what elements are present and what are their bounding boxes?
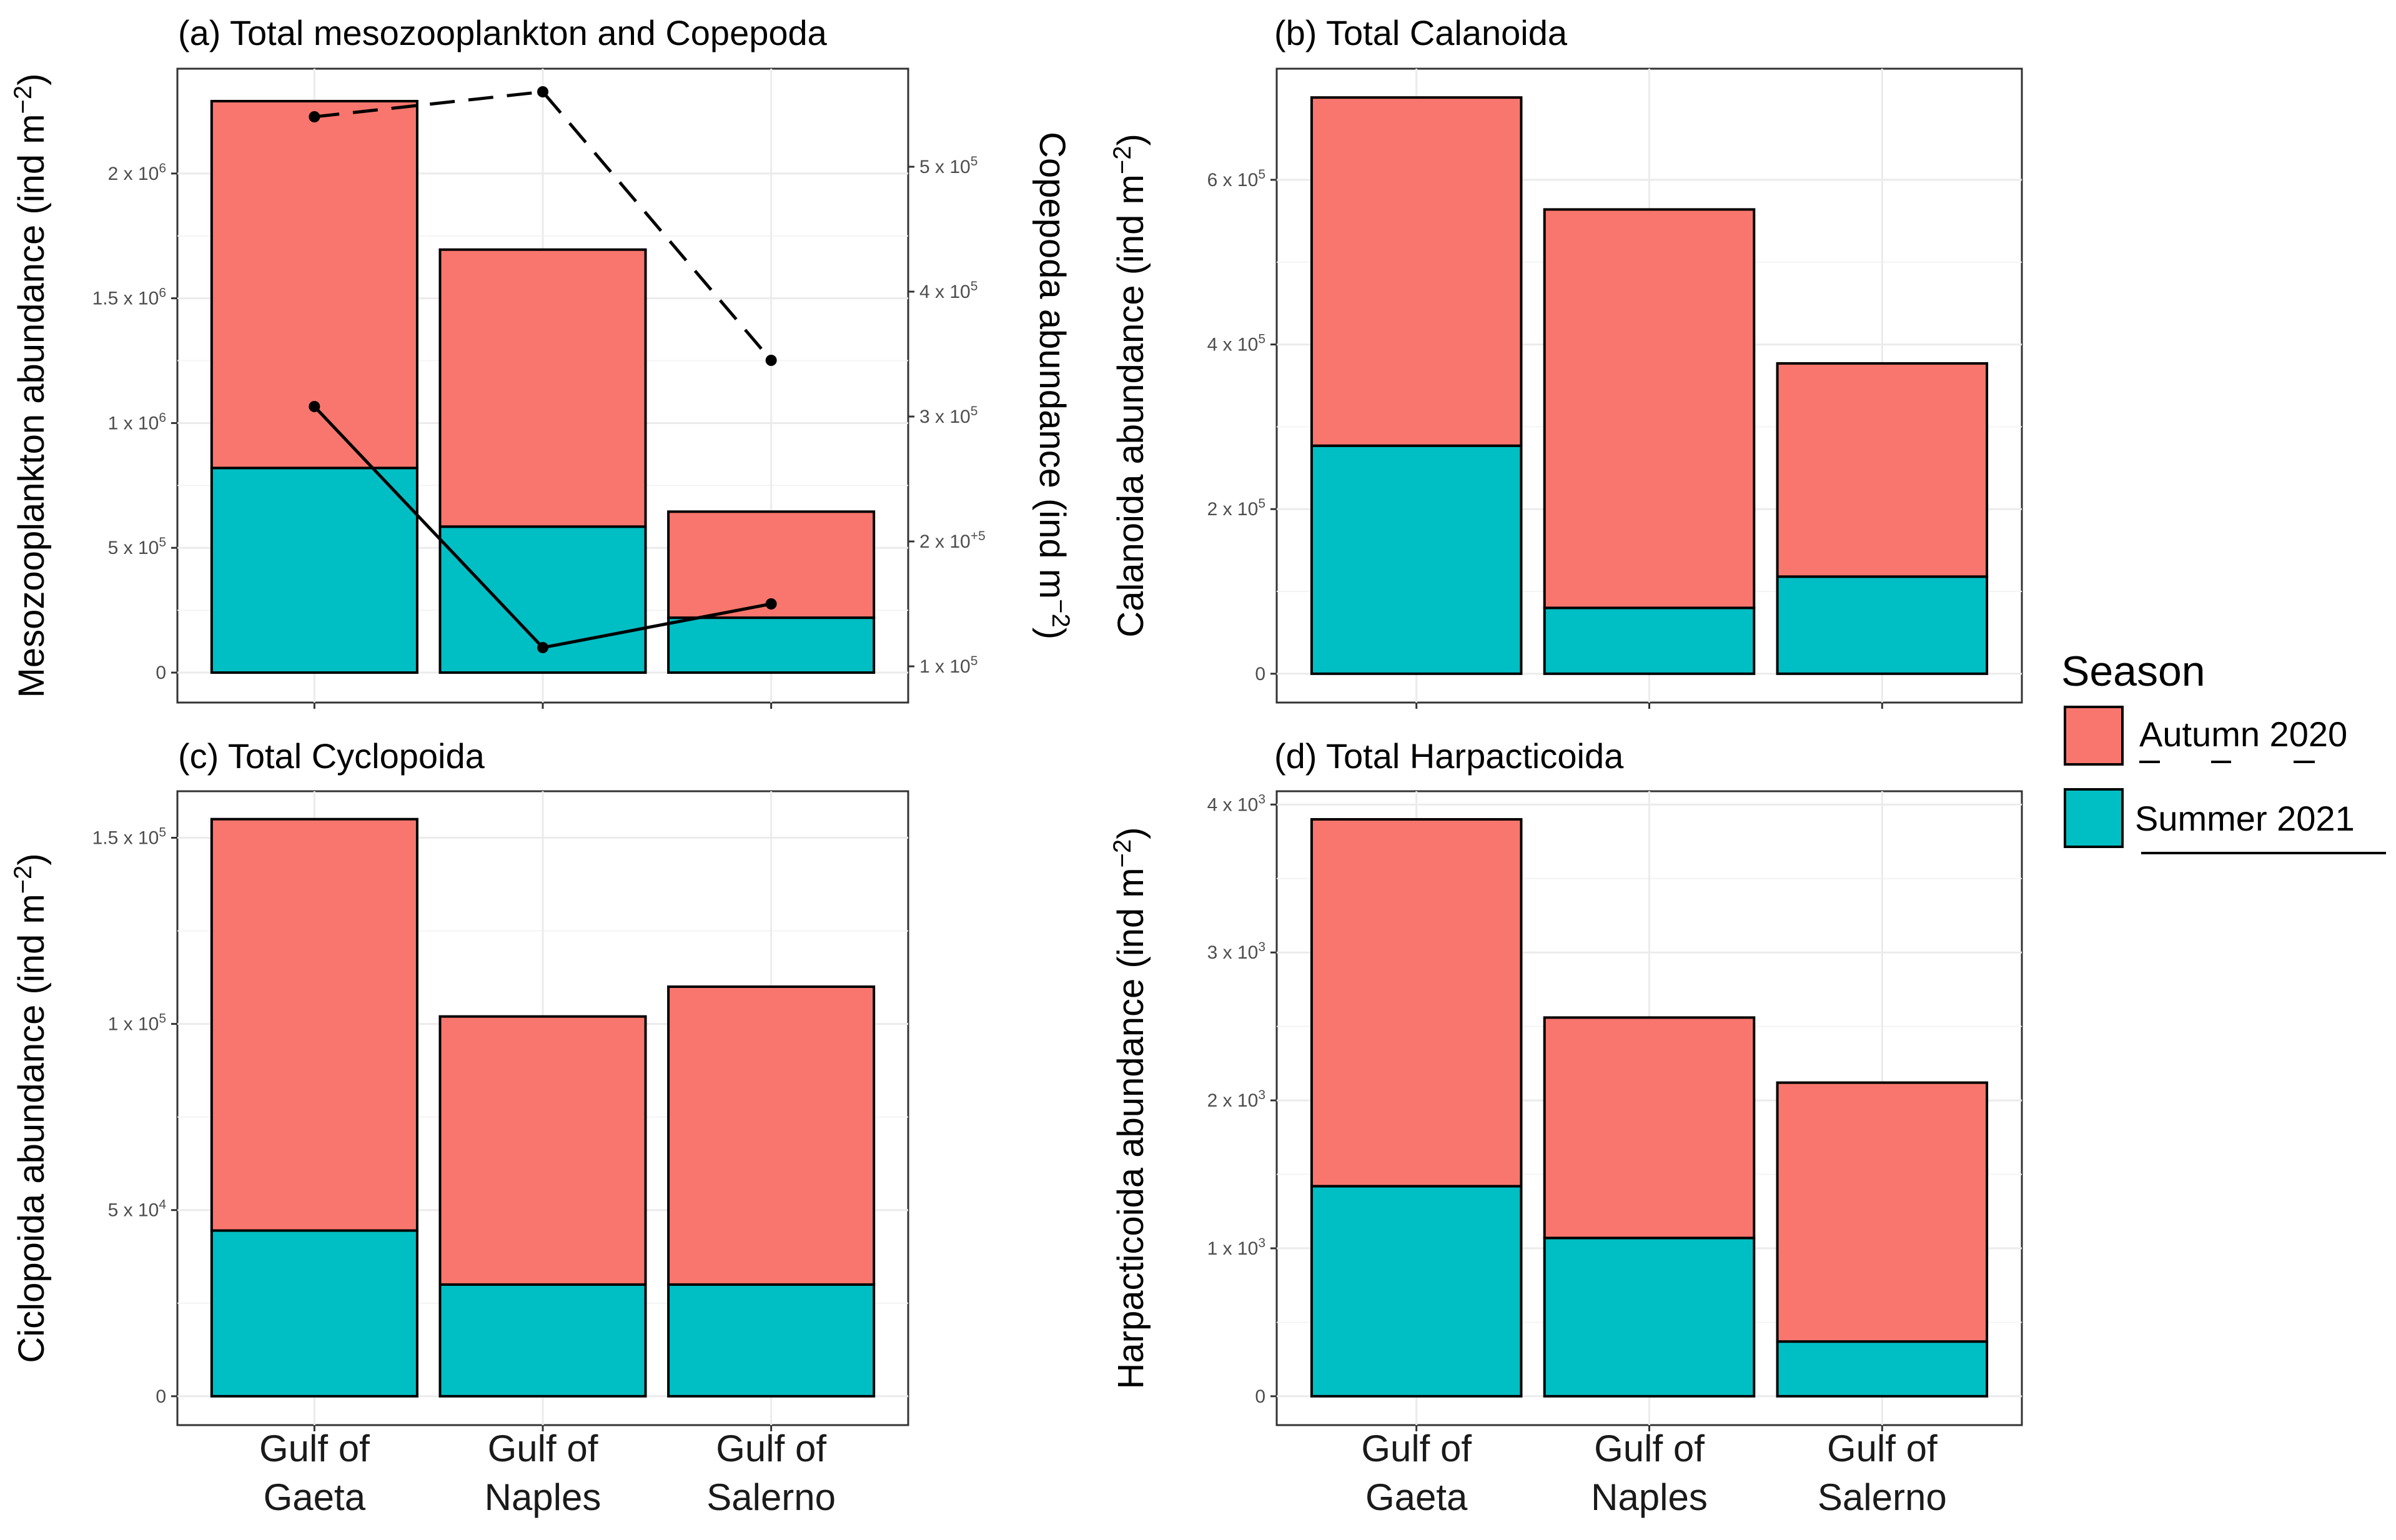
y-tick-label: 0 [156,1386,166,1407]
bar-summer-3 [1776,1340,1989,1398]
sec-y-tick-label: 2 x 10+5 [919,529,986,552]
bar-autumn-1 [210,99,418,470]
bar-summer-1 [1310,444,1523,675]
season-legend: Season Autumn 2020 Summer 2021 [2061,648,2386,854]
sec-y-tick-label: 1 x 105 [919,654,978,677]
bar-autumn-1 [210,817,418,1232]
copepoda-line-autumn [314,90,773,362]
x-category-label-d-2: Gulf of Naples [1591,1428,1708,1518]
x-category-label-c-1: Gulf of Gaeta [259,1428,370,1518]
bar-summer-3 [667,1283,876,1398]
y-tick-label: 0 [1255,664,1265,684]
y-tick-label: 4 x 105 [1207,332,1265,355]
bar-summer-3 [1776,575,1989,675]
x-category-label-d-1: Gulf of Gaeta [1361,1428,1472,1518]
sec-y-tick-label: 4 x 105 [919,279,978,302]
bar-summer-1 [1310,1185,1523,1398]
y-tick-label: 4 x 103 [1207,792,1265,815]
legend-title: Season [2061,648,2205,695]
y-tick-label: 5 x 104 [108,1198,167,1221]
y-axis-title: Harpacticoida abundance (ind m−2) [1109,827,1151,1389]
x-category-label-c-2: Gulf of Naples [485,1428,601,1518]
y-tick-label: 0 [1255,1386,1265,1407]
bar-autumn-3 [1776,1081,1989,1343]
y-tick-label: 6 x 105 [1207,167,1265,190]
bar-summer-2 [438,1283,647,1398]
y-tick-label: 1.5 x 105 [92,826,166,849]
panel-d: 0 1 x 103 2 x 103 3 x 103 4 x 103 (d) Total H… [1109,736,2023,1431]
panel-title: (b) Total Calanoida [1274,13,1568,52]
panels: 0 5 x 105 1 x 106 1.5 x 106 2 x 106 (a) Total… [9,13,2023,1431]
bar-autumn-2 [438,248,647,528]
y-tick-label: 2 x 105 [1207,496,1265,520]
copepoda-point-autumn-3 [765,355,777,366]
legend-label-summer: Summer 2021 [2135,799,2355,838]
y-tick-label: 3 x 103 [1207,940,1265,963]
bar-autumn-2 [438,1015,647,1286]
y-tick-label: 1 x 105 [108,1012,166,1035]
legend-label-autumn: Autumn 2020 [2139,714,2347,754]
panel-title: (d) Total Harpacticoida [1274,736,1624,776]
copepoda-point-summer-2 [537,642,548,653]
x-axis-category-labels: Gulf of Gaeta Gulf of Naples Gulf of Salerno G… [259,1428,1947,1518]
bar-summer-2 [1543,1236,1756,1398]
panel-title: (c) Total Cyclopoida [178,736,485,776]
sec-y-tick-label: 3 x 105 [919,404,978,427]
bar-autumn-2 [1543,1016,1756,1240]
sec-y-tick-label: 5 x 105 [919,154,978,177]
panel-a: 0 5 x 105 1 x 106 1.5 x 106 2 x 106 (a) Total… [9,13,1074,709]
copepoda-point-autumn-2 [537,86,548,97]
x-category-label-d-3: Gulf of Salerno [1818,1428,1947,1518]
bar-autumn-3 [667,985,876,1286]
copepoda-point-summer-1 [309,401,320,412]
copepoda-point-summer-3 [765,598,777,610]
bar-summer-1 [210,466,418,674]
y-tick-label: 0 [156,663,166,683]
panel-b: 0 2 x 105 4 x 105 6 x 105 (b) Total Calanoid… [1109,13,2023,709]
bar-summer-1 [210,1229,418,1398]
bar-autumn-3 [1776,362,1989,578]
panel-c: 0 5 x 104 1 x 105 1.5 x 105 (c) Total Cyclop… [9,736,909,1431]
legend-key-autumn [2064,706,2124,766]
y-axis-title: Ciclopoida abundance (ind m−2) [9,853,52,1363]
bar-autumn-2 [1543,208,1756,610]
y-tick-label: 2 x 103 [1207,1088,1265,1111]
bar-summer-2 [1543,606,1756,675]
bar-autumn-1 [1310,818,1523,1188]
y-tick-label: 1 x 103 [1207,1236,1265,1259]
bar-autumn-1 [1310,96,1523,447]
copepoda-point-autumn-1 [309,111,320,122]
y-axis-title: Calanoida abundance (ind m−2) [1109,134,1151,638]
y-tick-label: 5 x 105 [108,535,166,558]
y-axis-title: Mesozooplankton abundance (ind m−2) [9,74,52,698]
y-tick-label: 1 x 106 [108,410,166,433]
legend-key-summer [2064,788,2124,848]
panel-title: (a) Total mesozooplankton and Copepoda [178,13,828,52]
x-category-label-c-3: Gulf of Salerno [706,1428,836,1518]
y-tick-label: 2 x 106 [108,161,166,184]
bar-summer-3 [667,616,876,674]
y-tick-label: 1.5 x 106 [92,286,166,309]
secondary-y-axis-title: Copepoda abundance (ind m−2) [1032,132,1074,639]
